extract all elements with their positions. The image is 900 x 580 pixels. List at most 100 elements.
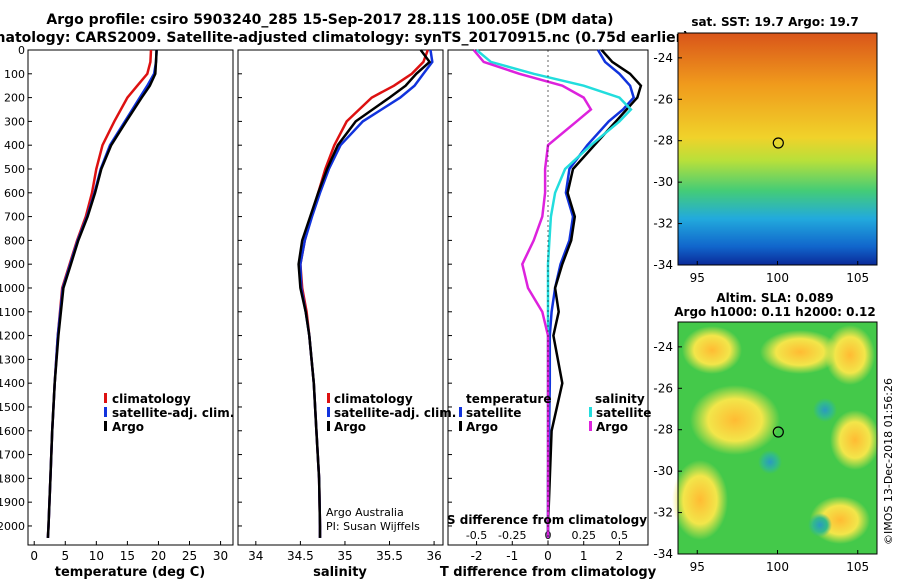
figure-title-line1: Argo profile: csiro 5903240_285 15-Sep-2… [46,12,613,28]
x-tick-label: 0 [30,549,38,563]
lat-tick-label: -24 [653,340,673,354]
legend-label-t-satellite: satellite [466,406,521,420]
legend-label-s-argo: Argo [596,420,628,434]
legend-swatch-satellite [104,407,107,417]
salinity-legend: climatology satellite-adj. clim. Argo [327,392,456,434]
temperature-xlabel: temperature (deg C) [55,565,205,580]
y-tick-label: 1100 [0,306,25,319]
legend-swatch-s-satellite [589,407,592,417]
x-tick-label: 10 [89,549,104,563]
y-tick-label: 400 [4,139,25,152]
legend-swatch-s-argo [589,421,592,431]
lon-tick-label: 105 [846,560,869,574]
depth-axis: 0 100 200 300 400 500 600 700 800 900 1000 1100 1200… [0,44,452,533]
lat-tick-label: -28 [653,423,673,437]
y-tick-label: 1400 [0,377,25,390]
x2-tick-label: -0.25 [498,529,526,542]
legend-label-t-argo: Argo [466,420,498,434]
sla-feature [690,385,780,455]
sla-feature [672,460,728,540]
lat-tick-label: -30 [653,464,673,478]
temperature-panel [27,49,234,546]
lat-tick-label: -24 [653,51,673,65]
lon-tick-label: 100 [766,271,789,285]
sst-map-title: sat. SST: 19.7 Argo: 19.7 [691,15,858,29]
argo-float-marker [772,426,784,438]
x-tick-label: 20 [151,549,166,563]
sla-feature [682,326,742,374]
legend-label-climatology: climatology [334,392,413,406]
temperature-legend: climatology satellite-adj. clim. Argo [104,392,234,434]
legend-swatch-climatology [327,393,330,403]
x-tick-label: -1 [506,549,518,563]
temperature-series [46,49,158,538]
series-line-salinity-argo [472,49,593,538]
lat-tick-label: -32 [653,217,673,231]
lat-tick-label: -26 [653,381,673,395]
lon-tick-label: 95 [690,560,705,574]
sst-field [678,33,877,265]
x-tick-label: 0 [544,549,552,563]
sla-feature [813,398,837,422]
legend-swatch-argo [104,421,107,431]
x-tick-label: 36 [426,549,441,563]
x-tick-label: 15 [120,549,135,563]
y-tick-label: 2000 [0,520,25,533]
salinity-x-axis: 34 34.5 35 35.5 36 [248,541,442,563]
legend-label-argo: Argo [334,420,366,434]
lat-tick-label: -32 [653,506,673,520]
lon-tick-label: 95 [690,271,705,285]
y-tick-label: 900 [4,258,25,271]
y-tick-label: 1200 [0,330,25,343]
x-tick-label: 35 [337,549,352,563]
y-tick-label: 500 [4,163,25,176]
y-tick-label: 1800 [0,472,25,485]
y-tick-label: 1000 [0,282,25,295]
y-tick-label: 1600 [0,425,25,438]
temperature-x-axis: 0 5 10 15 20 25 30 [30,541,228,563]
legend-swatch-climatology [104,393,107,403]
legend-title-salinity: salinity [595,392,645,406]
legend-swatch-satellite [327,407,330,417]
y-tick-label: 1900 [0,496,25,509]
timestamp: ©IMOS 13-Dec-2018 01:56:26 [882,378,895,545]
legend-label-s-satellite: satellite [596,406,651,420]
sla-feature [758,450,782,474]
series-line-argo [297,49,432,538]
salinity-series [297,49,434,538]
x2-tick-label: -0.5 [466,529,487,542]
x-tick-label: 25 [182,549,197,563]
x-tick-label: 30 [213,549,228,563]
y-tick-label: 100 [4,68,25,81]
figure-title-line2: Climatology: CARS2009. Satellite-adjuste… [0,30,689,46]
sla-feature [825,325,875,385]
y-tick-label: 300 [4,115,25,128]
lon-tick-label: 105 [846,271,869,285]
lon-tick-label: 100 [766,560,789,574]
y-tick-label: 200 [4,92,25,105]
salinity-panel [237,49,444,546]
x-tick-label: 2 [616,549,624,563]
legend-title-temperature: temperature [466,392,551,406]
lat-tick-label: -30 [653,175,673,189]
credit-line2: PI: Susan Wijffels [326,520,420,533]
sla-map-axes: -24 -26 -28 -30 -32 -34 95 100 105 [653,340,869,574]
series-line-temperature-argo [546,49,643,538]
x-tick-label: 34 [248,549,263,563]
sst-map-axes: -24 -26 -28 -30 -32 -34 95 100 105 [653,51,869,285]
x-tick-label: -2 [471,549,483,563]
sla-map-title2: Argo h1000: 0.11 h2000: 0.12 [674,305,875,319]
x-tick-label: 5 [61,549,69,563]
legend-swatch-t-argo [459,421,462,431]
y-tick-label: 700 [4,211,25,224]
sla-feature [808,513,832,537]
legend-label-satellite: satellite-adj. clim. [112,406,234,420]
difference-xlabel-top: S difference from climatology [447,513,647,527]
difference-xlabel: T difference from climatology [440,565,657,580]
x2-tick-label: 0.5 [611,529,629,542]
lat-tick-label: -34 [653,547,673,561]
difference-series [472,49,643,545]
y-tick-label: 600 [4,187,25,200]
lat-tick-label: -34 [653,258,673,272]
